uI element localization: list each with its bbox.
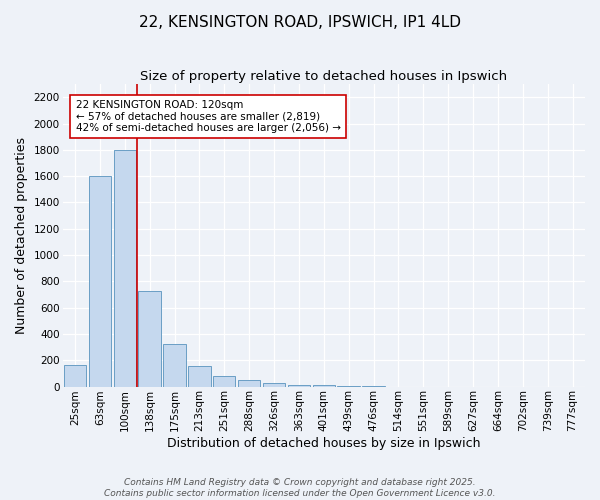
Text: Contains HM Land Registry data © Crown copyright and database right 2025.
Contai: Contains HM Land Registry data © Crown c… bbox=[104, 478, 496, 498]
Bar bbox=[313, 384, 335, 386]
Bar bbox=[139, 290, 161, 386]
Text: 22, KENSINGTON ROAD, IPSWICH, IP1 4LD: 22, KENSINGTON ROAD, IPSWICH, IP1 4LD bbox=[139, 15, 461, 30]
Title: Size of property relative to detached houses in Ipswich: Size of property relative to detached ho… bbox=[140, 70, 508, 83]
Bar bbox=[113, 150, 136, 386]
Bar bbox=[64, 365, 86, 386]
Bar bbox=[89, 176, 111, 386]
Bar bbox=[263, 384, 285, 386]
Text: 22 KENSINGTON ROAD: 120sqm
← 57% of detached houses are smaller (2,819)
42% of s: 22 KENSINGTON ROAD: 120sqm ← 57% of deta… bbox=[76, 100, 341, 133]
Bar bbox=[238, 380, 260, 386]
Bar bbox=[188, 366, 211, 386]
Bar bbox=[213, 376, 235, 386]
Bar bbox=[163, 344, 186, 387]
Y-axis label: Number of detached properties: Number of detached properties bbox=[15, 137, 28, 334]
X-axis label: Distribution of detached houses by size in Ipswich: Distribution of detached houses by size … bbox=[167, 437, 481, 450]
Bar bbox=[288, 385, 310, 386]
